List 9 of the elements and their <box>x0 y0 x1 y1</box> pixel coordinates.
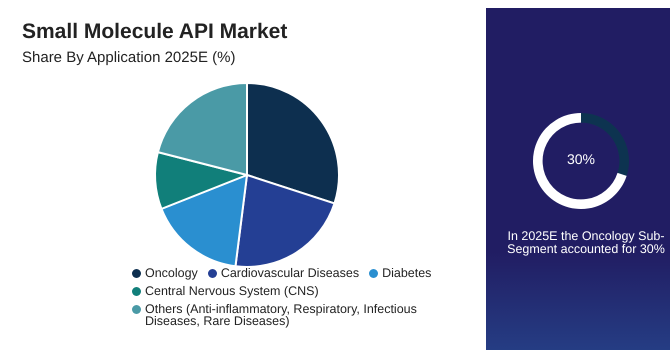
text: 30% <box>566 151 596 167</box>
legend-label: Oncology <box>145 266 198 280</box>
legend-label: Central Nervous System (CNS) <box>145 284 319 298</box>
legend-label: Others (Anti-inflammatory, Respiratory, Infectious Diseases, Rare Diseases) <box>145 302 418 328</box>
legend-label: Cardiovascular Diseases <box>220 266 360 280</box>
chart-subtitle: Share By Application 2025E (%) <box>22 49 236 66</box>
legend-label: Diabetes <box>382 266 432 280</box>
chart-title: Small Molecule API Market <box>22 20 288 44</box>
text: In 2025E the Oncology Sub-Segment accounted for 30% <box>506 229 666 256</box>
